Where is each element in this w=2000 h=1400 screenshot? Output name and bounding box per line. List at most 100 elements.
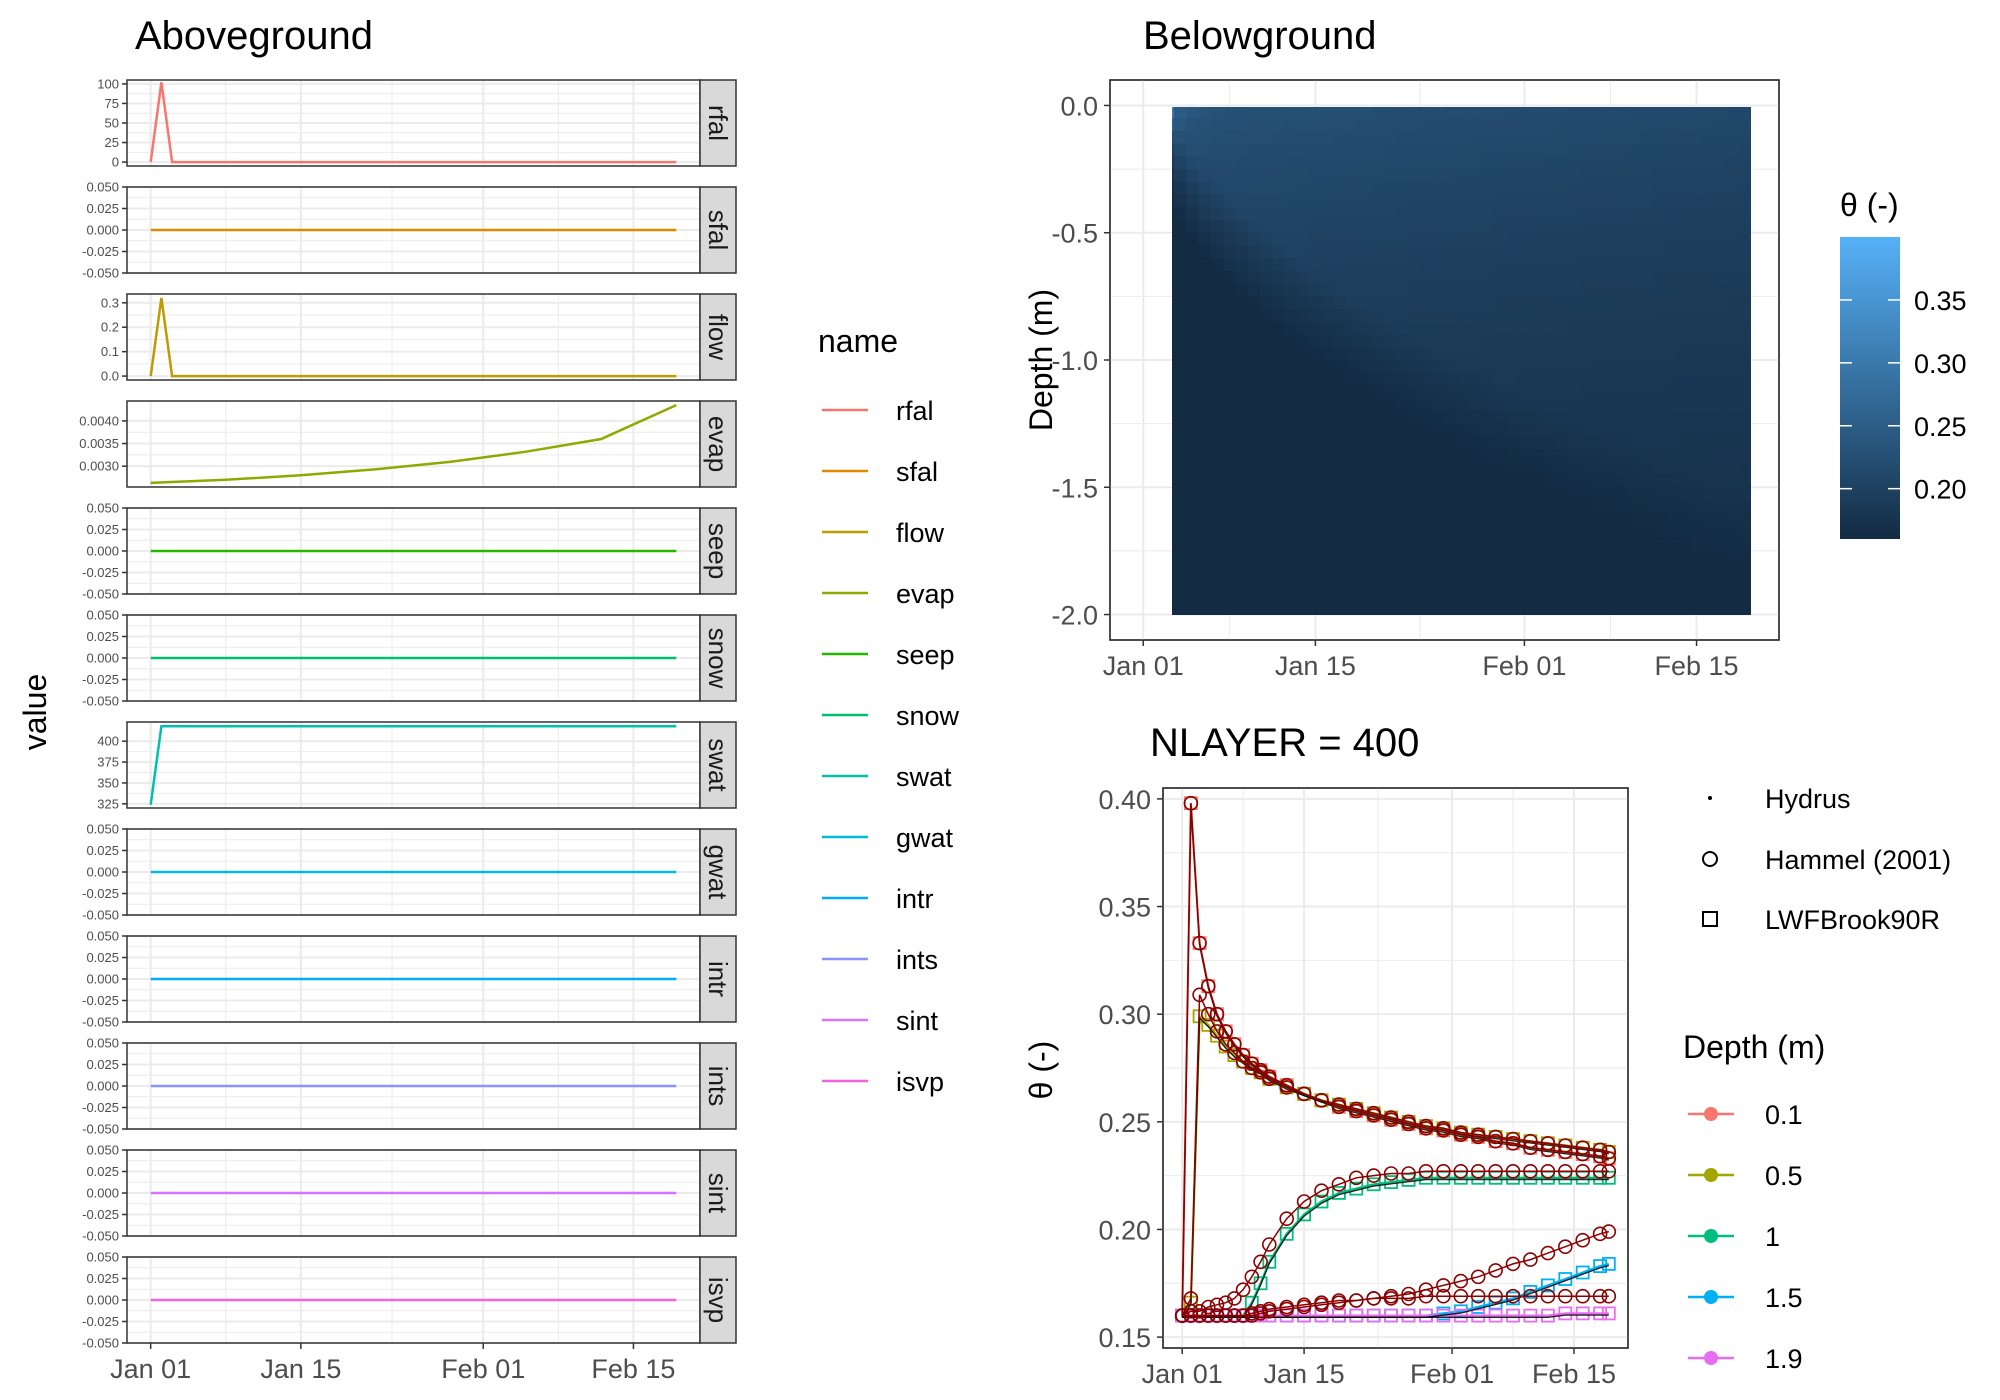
heatmap-cell <box>1358 181 1372 196</box>
heatmap-cell <box>1702 398 1716 412</box>
hammel-circle <box>1192 987 1207 1003</box>
heatmap-cell <box>1346 589 1359 603</box>
hammel-line <box>1181 994 1609 1316</box>
heatmap-cell <box>1395 461 1409 476</box>
heatmap-cell <box>1665 181 1679 196</box>
heatmap-cell <box>1174 512 1187 526</box>
heatmap-cell <box>1542 372 1556 386</box>
heatmap-cell <box>1555 181 1569 196</box>
heatmap-cell <box>1407 385 1421 399</box>
heatmap-cell <box>1628 309 1642 323</box>
heatmap-cell <box>1592 309 1605 323</box>
heatmap-cell <box>1383 245 1396 259</box>
heatmap-cell <box>1272 487 1286 501</box>
heatmap-cell <box>1432 309 1446 323</box>
heatmap-cell <box>1518 500 1532 514</box>
hammel-circle <box>1201 1299 1216 1315</box>
heatmap-cell <box>1210 449 1224 463</box>
hammel-circle <box>1244 1060 1260 1076</box>
heatmap-cell <box>1469 398 1482 412</box>
heatmap-cell <box>1604 220 1618 234</box>
heatmap-cell <box>1604 181 1618 196</box>
heatmap-cell <box>1284 245 1298 259</box>
heatmap-cell <box>1297 118 1310 132</box>
heatmap-cell <box>1321 576 1335 590</box>
facet-strip <box>699 828 737 916</box>
heatmap-cell <box>1604 245 1618 259</box>
facet-strip-label: isvp <box>703 1277 733 1323</box>
heatmap-cell <box>1616 360 1630 374</box>
heatmap-cell <box>1469 232 1482 246</box>
heatmap-cell <box>1702 360 1716 374</box>
heatmap-cell <box>1555 538 1569 552</box>
y-tick-label: 0.000 <box>86 1079 119 1094</box>
heatmap-cell <box>1235 130 1249 145</box>
hammel-circle <box>1192 1304 1207 1319</box>
heatmap-cell <box>1518 207 1532 221</box>
heatmap-cell <box>1469 525 1482 539</box>
heatmap-cell <box>1518 107 1532 119</box>
facet-strip <box>699 614 737 702</box>
heatmap-cell <box>1530 500 1544 514</box>
heatmap-cell <box>1284 309 1298 323</box>
heatmap-cell <box>1419 194 1433 208</box>
heatmap-cell <box>1555 169 1569 183</box>
heatmap-cell <box>1444 181 1458 196</box>
heatmap-cell <box>1235 143 1249 157</box>
heatmap-cell <box>1542 270 1556 285</box>
heatmap-cell <box>1174 181 1187 196</box>
heatmap-cell <box>1309 334 1323 348</box>
heatmap-cell <box>1739 563 1751 577</box>
heatmap-cell <box>1172 321 1175 336</box>
heatmap-cell <box>1198 309 1212 323</box>
heatmap-cell <box>1272 207 1286 221</box>
heatmap-cell <box>1592 270 1605 285</box>
heatmap-cell <box>1383 309 1396 323</box>
heatmap-cell <box>1665 410 1679 425</box>
hammel-circle <box>1314 1295 1329 1310</box>
heatmap-cell <box>1172 270 1175 285</box>
heatmap-cell <box>1739 181 1751 196</box>
heatmap-cell <box>1247 423 1261 437</box>
heatmap-cell <box>1309 283 1323 297</box>
heatmap-cell <box>1727 512 1741 526</box>
heatmap-cell <box>1333 245 1347 259</box>
heatmap-cell <box>1210 398 1224 412</box>
heatmap-cell <box>1358 512 1372 526</box>
heatmap-cell <box>1210 321 1224 336</box>
heatmap-cell <box>1616 576 1630 590</box>
heatmap-cell <box>1506 107 1519 119</box>
heatmap-cell <box>1383 258 1396 272</box>
heatmap-cell <box>1260 372 1273 386</box>
heatmap-cell <box>1678 385 1691 399</box>
heatmap-cell <box>1297 143 1310 157</box>
heatmap-cell <box>1715 156 1728 170</box>
heatmap-cell <box>1383 207 1396 221</box>
heatmap-cell <box>1702 512 1716 526</box>
heatmap-cell <box>1506 449 1519 463</box>
heatmap-cell <box>1432 143 1446 157</box>
x-tick-label: Feb 15 <box>1532 1359 1616 1389</box>
y-tick-label: 0.025 <box>86 1271 119 1286</box>
heatmap-cell <box>1444 347 1458 361</box>
heatmap-cell <box>1419 449 1433 463</box>
heatmap-cell <box>1739 589 1751 603</box>
heatmap-cell <box>1309 181 1323 196</box>
heatmap-cell <box>1555 232 1569 246</box>
heatmap-cell <box>1260 538 1273 552</box>
heatmap-cell <box>1358 500 1372 514</box>
heatmap-cell <box>1407 334 1421 348</box>
heatmap-cell <box>1678 423 1691 437</box>
y-tick-label: 0.025 <box>86 1164 119 1179</box>
heatmap-cell <box>1210 550 1224 565</box>
heatmap-cell <box>1641 563 1655 577</box>
heatmap-cell <box>1272 194 1286 208</box>
heatmap-cell <box>1555 563 1569 577</box>
heatmap-cell <box>1469 461 1482 476</box>
heatmap-cell <box>1284 550 1298 565</box>
hammel-circle <box>1470 1288 1486 1304</box>
heatmap-cell <box>1346 334 1359 348</box>
x-tick-label: Jan 01 <box>1142 1359 1223 1389</box>
heatmap-cell <box>1641 601 1655 615</box>
hammel-circle <box>1201 1308 1216 1323</box>
